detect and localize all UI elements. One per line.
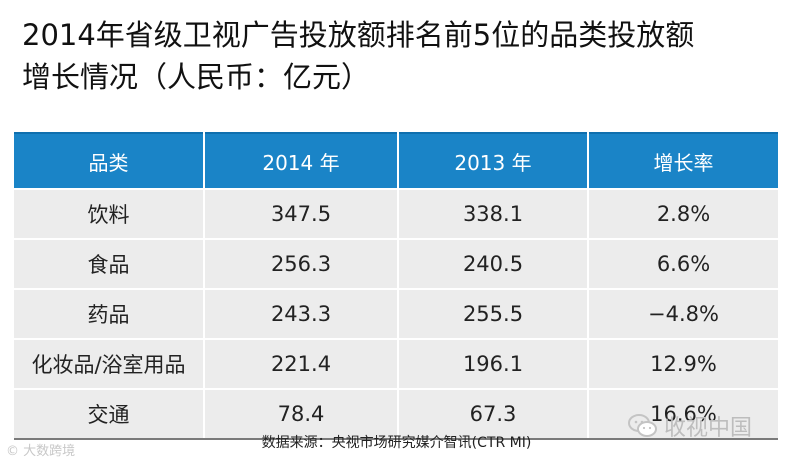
cell-2013: 240.5 [398, 238, 589, 289]
source-note: 数据来源：央视市场研究媒介智讯(CTR MI) [261, 435, 532, 451]
watermark-right: 收视中国 [628, 410, 752, 442]
title-line-1: 2014年省级卫视广告投放额排名前5位的品类投放额 [22, 18, 695, 52]
cell-category: 药品 [14, 288, 205, 339]
title-line-2: 增长情况（人民币：亿元） [22, 60, 371, 94]
data-table: 品类 2014 年 2013 年 增长率 饮料 347.5 338.1 2.8%… [14, 132, 778, 440]
table-row: 交通 78.4 67.3 16.6% [14, 388, 778, 440]
cell-2013: 67.3 [398, 388, 589, 440]
cell-growth: 16.6% [588, 388, 778, 440]
data-table-container: 品类 2014 年 2013 年 增长率 饮料 347.5 338.1 2.8%… [14, 132, 778, 440]
table-row: 饮料 347.5 338.1 2.8% [14, 188, 778, 239]
wechat-icon [628, 414, 657, 437]
chart-title: 2014年省级卫视广告投放额排名前5位的品类投放额 增长情况（人民币：亿元） [22, 14, 782, 98]
cell-growth: 6.6% [588, 238, 778, 289]
table-header-row: 品类 2014 年 2013 年 增长率 [14, 132, 778, 189]
header-2014: 2014 年 [204, 132, 399, 189]
cell-2014: 243.3 [204, 288, 399, 339]
table-row: 化妆品/浴室用品 221.4 196.1 12.9% [14, 338, 778, 389]
watermark-right-text: 收视中国 [664, 416, 753, 441]
cell-2013: 338.1 [398, 188, 589, 239]
cell-growth: −4.8% [588, 288, 778, 339]
header-category: 品类 [14, 132, 205, 189]
cell-2013: 255.5 [398, 288, 589, 339]
cell-2013: 196.1 [398, 338, 589, 389]
cell-2014: 347.5 [204, 188, 399, 239]
header-growth-rate: 增长率 [588, 132, 778, 189]
cell-category: 食品 [14, 238, 205, 289]
table-row: 药品 243.3 255.5 −4.8% [14, 288, 778, 339]
cell-growth: 2.8% [588, 188, 778, 239]
cell-category: 交通 [14, 388, 205, 440]
cell-2014: 221.4 [204, 338, 399, 389]
header-2013: 2013 年 [398, 132, 589, 189]
table-row: 食品 256.3 240.5 6.6% [14, 238, 778, 289]
watermark-left: © 大数跨境 [6, 444, 76, 459]
cell-2014: 78.4 [204, 388, 399, 440]
cell-2014: 256.3 [204, 238, 399, 289]
cell-growth: 12.9% [588, 338, 778, 389]
cell-category: 化妆品/浴室用品 [14, 338, 205, 389]
cell-category: 饮料 [14, 188, 205, 239]
